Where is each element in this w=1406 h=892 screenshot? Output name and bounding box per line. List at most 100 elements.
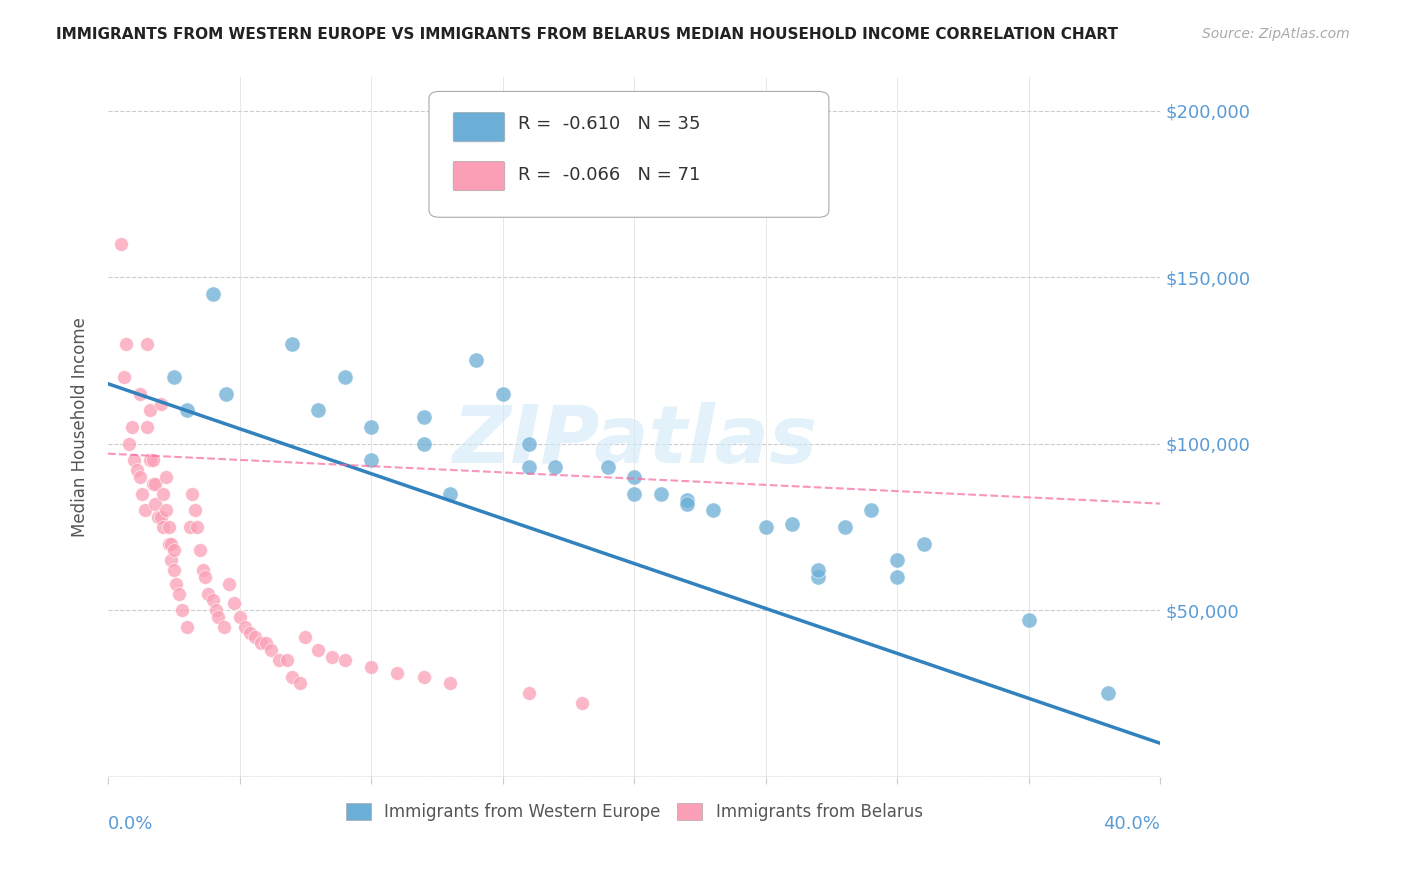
Point [118,436,141,450]
Point [121,420,143,434]
Point [167,586,190,600]
Point [139,403,162,417]
Point [202,593,225,607]
Point [215,386,238,401]
Point [136,420,159,434]
Point [260,643,283,657]
Point [218,576,240,591]
Text: Source: ZipAtlas.com: Source: ZipAtlas.com [1202,27,1350,41]
Point [176,403,198,417]
Point [1097,686,1119,700]
Point [254,636,277,650]
Point [110,236,132,251]
Point [212,620,235,634]
Point [170,603,193,617]
Point [465,353,488,368]
Point [517,686,540,700]
Y-axis label: Median Household Income: Median Household Income [72,317,89,537]
Point [439,676,461,690]
Point [834,520,856,534]
Point [176,620,198,634]
Point [188,543,211,558]
Point [131,486,153,500]
Point [780,516,803,531]
Point [321,649,343,664]
Point [412,436,434,450]
Point [571,697,593,711]
Point [360,420,382,434]
Point [650,486,672,500]
Point [191,563,214,577]
Point [186,520,208,534]
Point [308,643,330,657]
Point [492,386,515,401]
Point [155,470,177,484]
Point [333,370,356,384]
Point [294,630,316,644]
Point [163,543,186,558]
Point [202,286,225,301]
Point [160,536,183,550]
Text: 0.0%: 0.0% [108,815,153,833]
Text: ZIPatlas: ZIPatlas [451,402,817,480]
Point [112,370,135,384]
Point [124,453,146,467]
Point [146,510,169,524]
Point [142,476,165,491]
Point [439,486,461,500]
Point [360,659,382,673]
Point [128,386,150,401]
Point [360,453,382,467]
Point [807,563,830,577]
Point [160,553,183,567]
Point [184,503,207,517]
Point [281,336,304,351]
Point [163,563,186,577]
Text: R =  -0.066   N = 71: R = -0.066 N = 71 [519,166,700,185]
Point [807,570,830,584]
Point [239,626,262,640]
Point [755,520,778,534]
Point [1018,613,1040,627]
Point [276,653,298,667]
Point [149,510,172,524]
Point [115,336,138,351]
Point [596,460,619,475]
Point [517,436,540,450]
Point [157,520,180,534]
Point [333,653,356,667]
Point [267,653,290,667]
Text: IMMIGRANTS FROM WESTERN EUROPE VS IMMIGRANTS FROM BELARUS MEDIAN HOUSEHOLD INCOM: IMMIGRANTS FROM WESTERN EUROPE VS IMMIGR… [56,27,1118,42]
Point [412,410,434,425]
Text: R =  -0.610   N = 35: R = -0.610 N = 35 [519,115,702,133]
Point [149,397,172,411]
Point [194,570,217,584]
Point [517,460,540,475]
Legend: Immigrants from Western Europe, Immigrants from Belarus: Immigrants from Western Europe, Immigran… [339,797,929,828]
Point [163,370,186,384]
Point [288,676,311,690]
Point [136,336,159,351]
Point [245,630,267,644]
Point [387,666,409,681]
Point [228,609,250,624]
Point [139,453,162,467]
Point [155,503,177,517]
Point [675,497,697,511]
Point [152,486,174,500]
Point [859,503,882,517]
Point [165,576,187,591]
Point [142,453,165,467]
Point [143,476,166,491]
Point [181,486,204,500]
FancyBboxPatch shape [429,91,830,218]
Point [205,603,228,617]
Point [412,670,434,684]
Point [179,520,201,534]
Text: 40.0%: 40.0% [1104,815,1160,833]
Point [143,497,166,511]
Point [623,486,645,500]
Point [886,553,908,567]
Point [675,493,697,508]
Point [197,586,219,600]
